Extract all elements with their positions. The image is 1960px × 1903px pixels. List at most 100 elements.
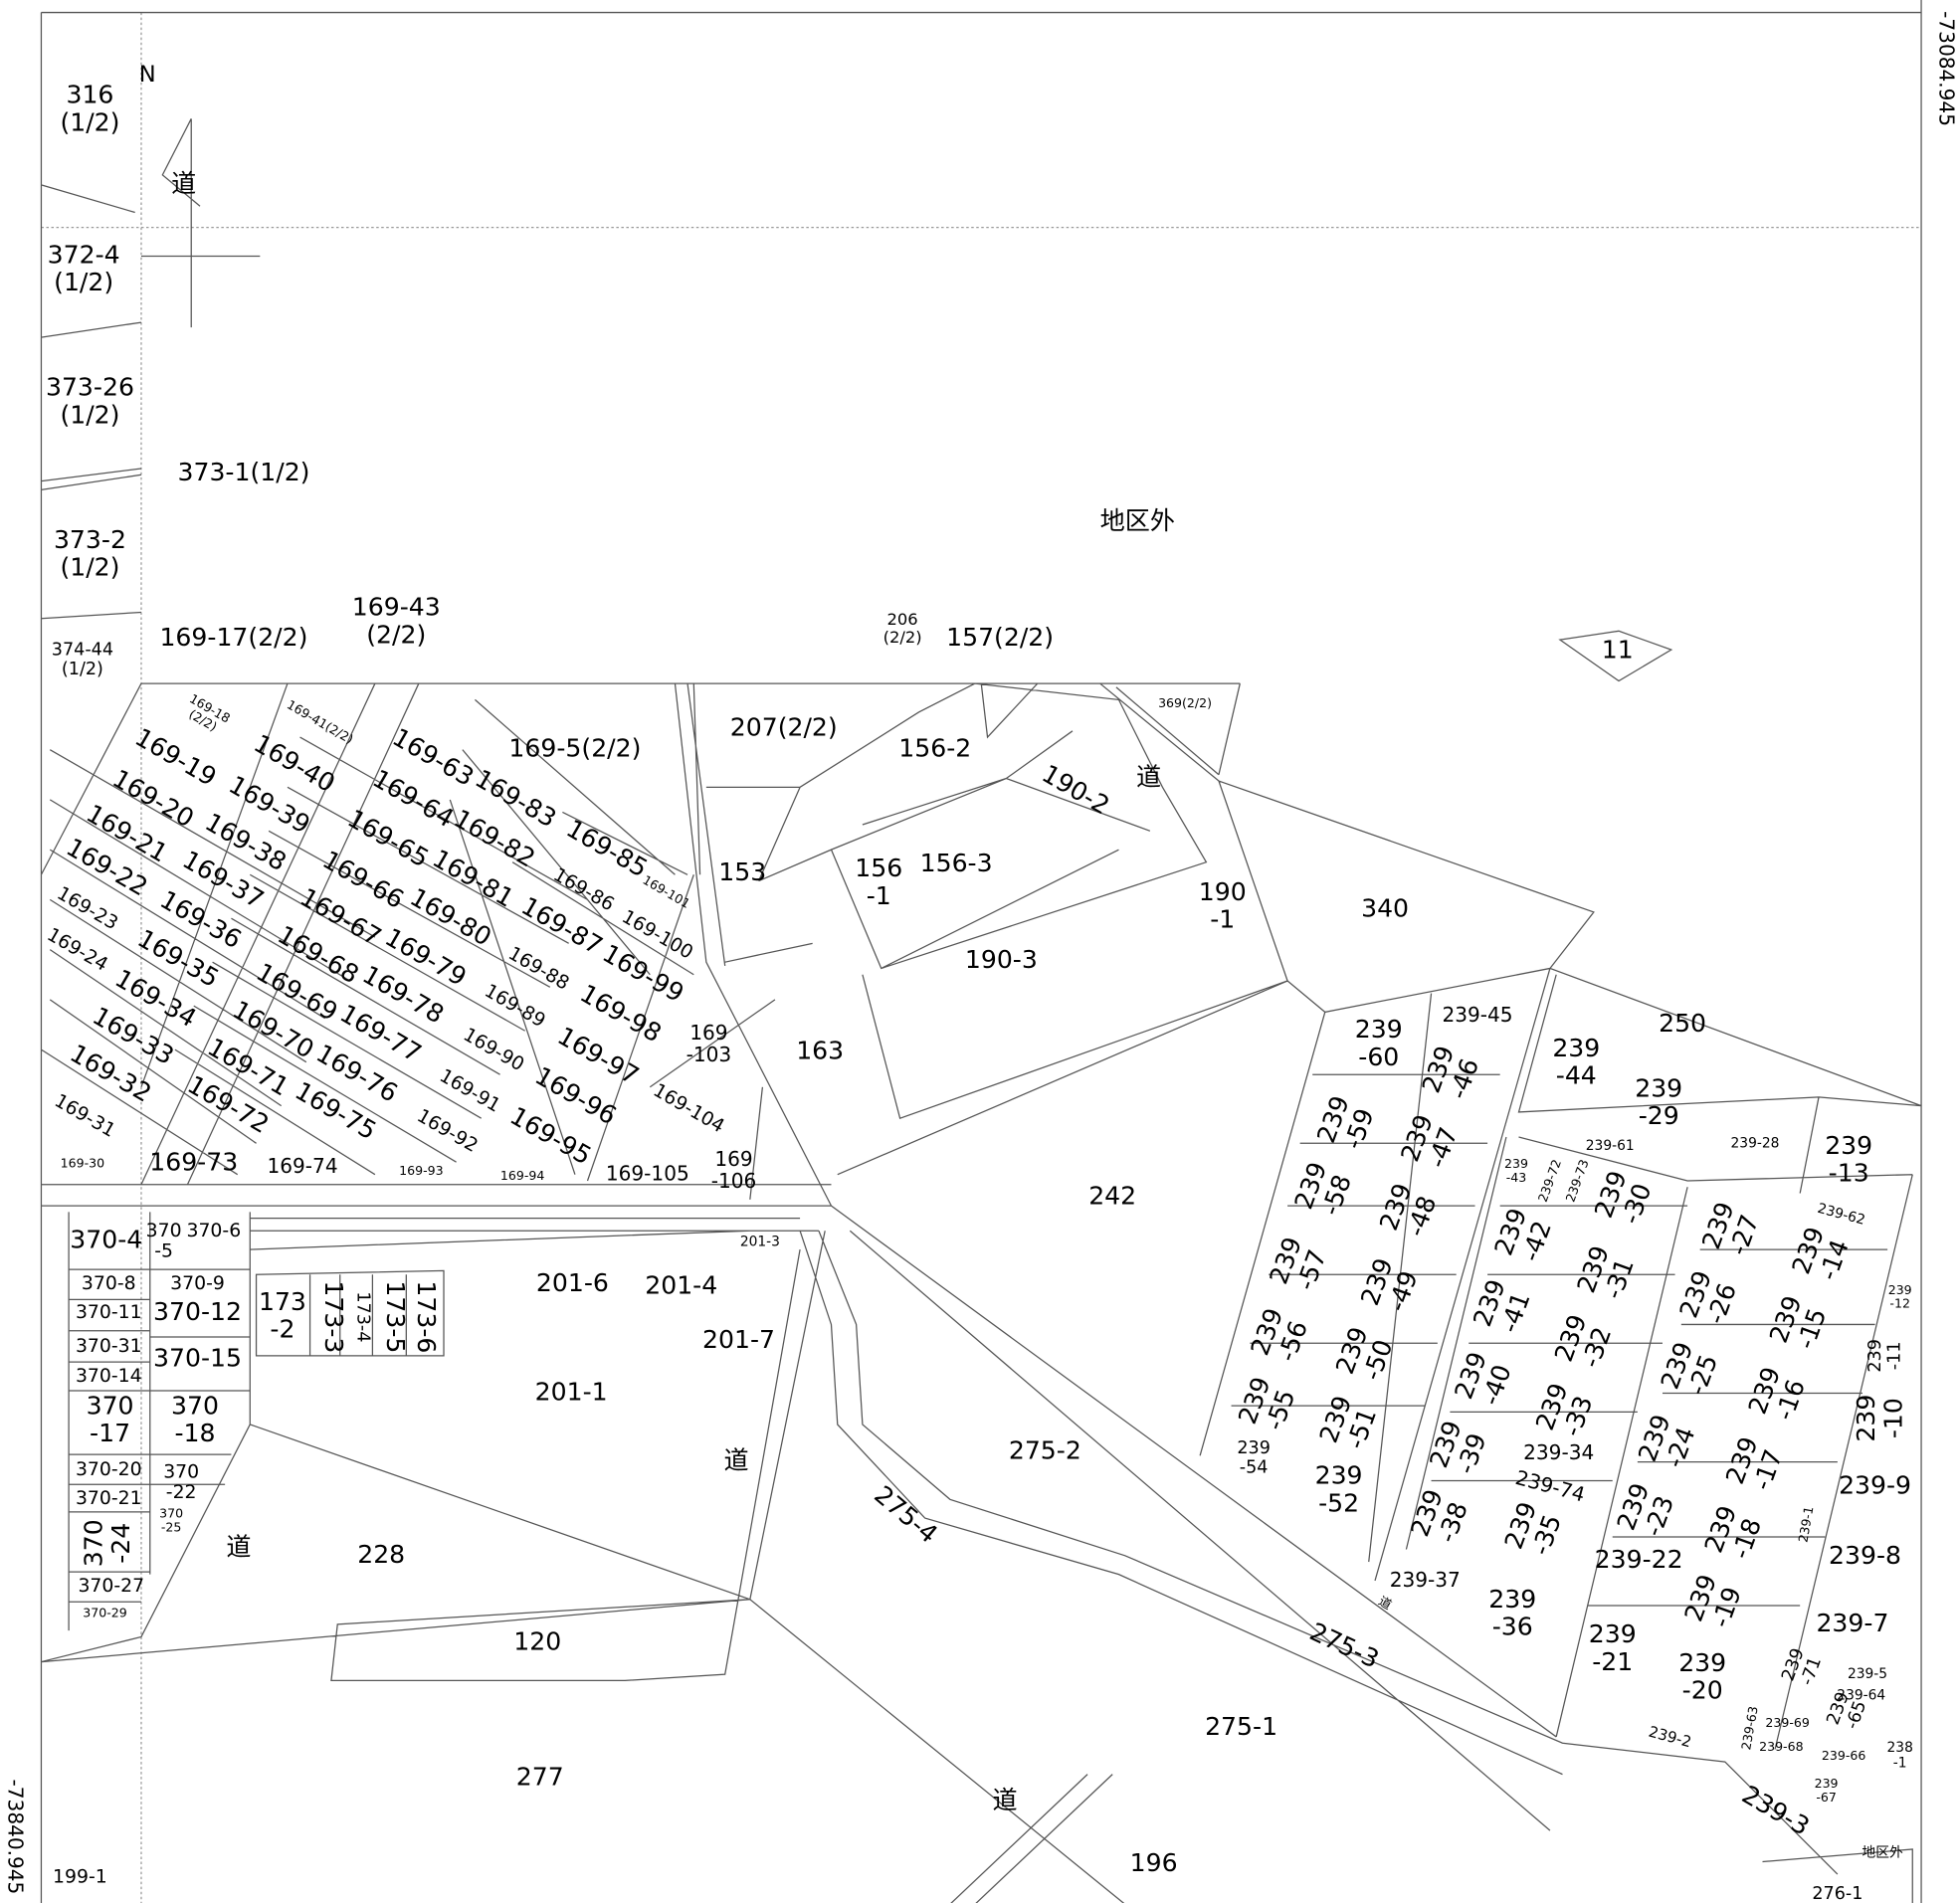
parcel-label: 239-57: [1264, 1234, 1333, 1297]
parcel-label: 239-10: [1852, 1395, 1908, 1442]
label-line: 239-3: [1737, 1780, 1815, 1841]
label-line: 11: [1602, 635, 1634, 664]
parcel-label: 169-41(2/2): [285, 696, 356, 746]
label-line: 239-62: [1816, 1201, 1866, 1229]
label-line: 239: [1355, 1015, 1403, 1044]
parcel-label: 156 -1: [855, 854, 902, 910]
label-line: 275-2: [1009, 1436, 1081, 1465]
parcel-label: 道: [1136, 763, 1161, 792]
label-line: 207(2/2): [730, 712, 838, 741]
label-line: 370: [163, 1461, 199, 1482]
parcel-label: 239-3: [1737, 1780, 1815, 1841]
parcel-label: 316 (1/2): [60, 81, 119, 137]
label-line: 169-93: [399, 1162, 443, 1177]
label-line: 370-29: [83, 1605, 126, 1619]
label-line: -103: [686, 1043, 732, 1066]
label-line: 206: [887, 609, 918, 628]
label-line: -29: [1639, 1101, 1679, 1130]
parcel-label: 169-5(2/2): [508, 734, 641, 763]
parcel-label: 201-1: [535, 1378, 608, 1407]
label-line: 239: [1635, 1073, 1682, 1102]
parcel-label: 277: [516, 1762, 564, 1791]
label-line: 169: [689, 1021, 727, 1045]
label-line: 169-17(2/2): [159, 623, 307, 652]
parcel-label: 169 -103: [686, 1021, 732, 1066]
label-line: (1/2): [60, 553, 119, 582]
parcel-label: 190 -1: [1199, 877, 1247, 934]
coordinate-label: -73840.945: [3, 1780, 27, 1895]
parcel-label: 239 -44: [1552, 1034, 1600, 1090]
label-line: -10: [1879, 1398, 1908, 1438]
label-line: 道: [226, 1532, 251, 1561]
label-line: 373-1(1/2): [178, 458, 310, 486]
label-line: 373-26: [46, 373, 134, 402]
label-line: 169-73: [149, 1147, 238, 1176]
label-line: 370-4: [70, 1225, 142, 1253]
north-label: N: [139, 62, 156, 88]
parcel-label: 370-11: [76, 1301, 142, 1322]
parcel-label: 239-63: [1738, 1705, 1760, 1751]
parcel-label: 239-15: [1764, 1292, 1834, 1356]
label-line: -20: [1682, 1676, 1723, 1705]
parcel-label: 201-6: [536, 1268, 609, 1297]
label-line: 239-2: [1647, 1722, 1693, 1751]
label-line: 道: [993, 1786, 1018, 1814]
label-line: 169-30: [61, 1155, 104, 1170]
parcel-label: 道: [171, 169, 196, 198]
label-line: 275-4: [869, 1480, 943, 1549]
parcel-label: 239 -60: [1355, 1015, 1403, 1071]
parcel-label: 373-26 (1/2): [46, 373, 134, 430]
parcel-label: 239-72: [1534, 1157, 1563, 1204]
label-line: 199-1: [53, 1866, 107, 1887]
parcel-label: 173-4: [352, 1291, 372, 1342]
label-line: (1/2): [54, 268, 113, 296]
label-line: (1/2): [60, 107, 119, 136]
label-line: 276-1: [1812, 1884, 1862, 1903]
label-line: 239-68: [1759, 1738, 1803, 1753]
label-line: 173-5: [381, 1280, 410, 1353]
parcel-label: 370 -5: [146, 1220, 182, 1261]
parcel-label: 239-48: [1374, 1180, 1444, 1243]
label-line: 169-5(2/2): [508, 734, 641, 763]
label-line: 169-74: [267, 1154, 337, 1178]
label-line: 316: [66, 81, 113, 109]
parcel-label: 242: [1088, 1181, 1136, 1210]
parcel-label: 169-91: [436, 1065, 503, 1117]
label-line: 道: [723, 1446, 748, 1475]
parcel-label: 239-46: [1417, 1043, 1486, 1106]
label-line: 239: [1815, 1776, 1839, 1791]
label-line: 340: [1361, 893, 1409, 922]
label-line: 370-20: [76, 1459, 142, 1480]
parcel-label: 239-16: [1743, 1363, 1813, 1427]
label-line: -11: [1884, 1341, 1904, 1370]
parcel-label: 169-18(2/2): [180, 690, 233, 737]
parcel-label: 239 -52: [1315, 1461, 1363, 1518]
label-line: -36: [1492, 1613, 1533, 1641]
label-line: -12: [1889, 1295, 1910, 1310]
label-line: 239-69: [1765, 1715, 1809, 1730]
parcel-label: 239-17: [1720, 1433, 1790, 1497]
label-line: 201-7: [702, 1325, 775, 1354]
label-line: 157(2/2): [946, 623, 1054, 652]
parcel-label: 239-71: [1778, 1645, 1826, 1690]
label-line: -24: [106, 1523, 135, 1564]
label-line: 372-4: [48, 240, 120, 269]
parcel-label: 239-66: [1822, 1747, 1865, 1762]
parcel-label: 239-69: [1765, 1715, 1809, 1730]
label-line: 156-2: [898, 734, 971, 763]
label-line: 239-7: [1816, 1609, 1888, 1637]
parcel-label: 173-6: [412, 1280, 441, 1353]
parcel-label: 239 -43: [1504, 1156, 1528, 1185]
label-line: 201-3: [740, 1235, 780, 1250]
parcel-label: 239-51: [1314, 1392, 1384, 1455]
parcel-label: 11: [1602, 635, 1634, 664]
label-line: 239-66: [1822, 1747, 1865, 1762]
parcel-label: 239-7: [1816, 1609, 1888, 1637]
label-line: 239-37: [1390, 1567, 1461, 1591]
parcel-label: 228: [357, 1540, 405, 1569]
label-line: -18: [174, 1419, 215, 1447]
label-line: 242: [1088, 1181, 1136, 1210]
label-line: 190: [1199, 877, 1247, 906]
label-line: 239: [1504, 1156, 1528, 1171]
label-line: 239-73: [1562, 1157, 1591, 1204]
